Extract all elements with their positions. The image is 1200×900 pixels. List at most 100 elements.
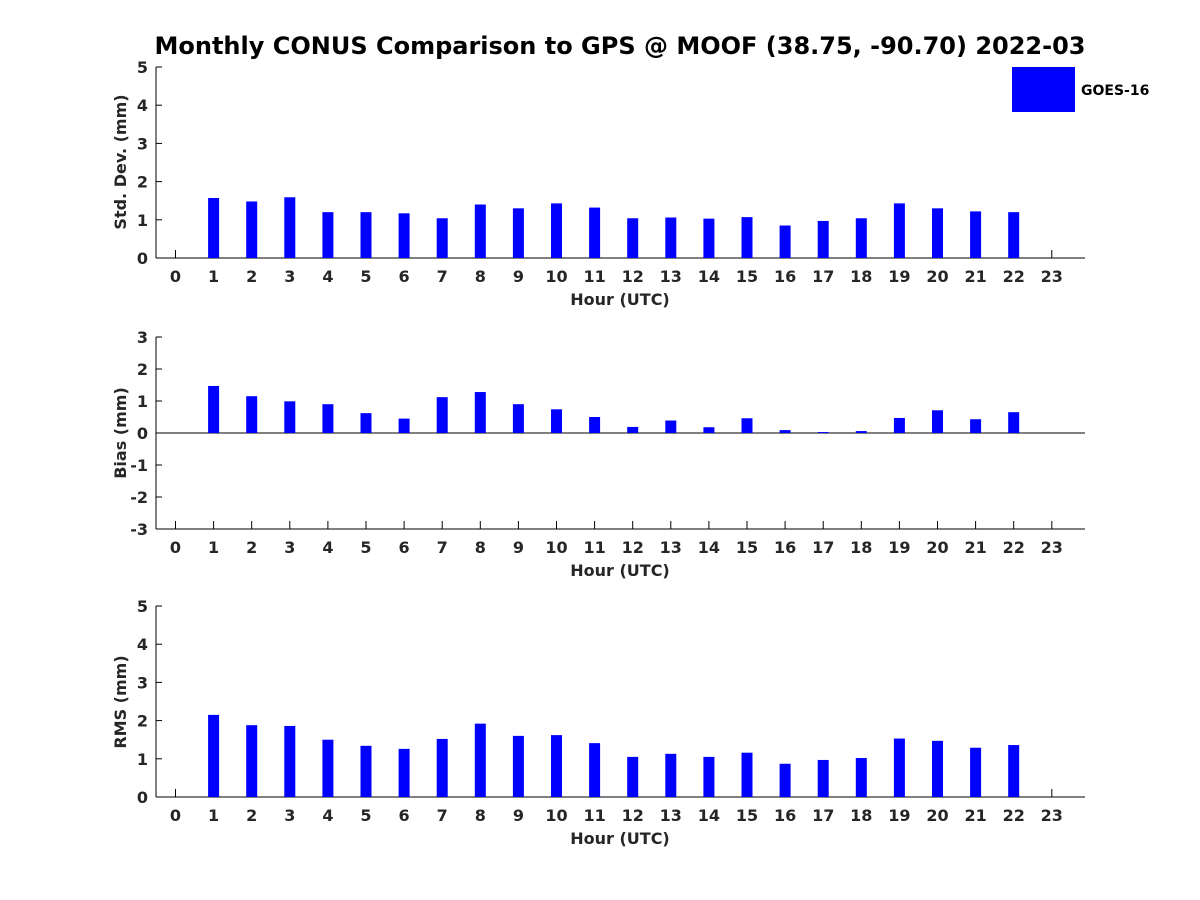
x-tick-label: 21 — [964, 806, 986, 825]
x-tick-label: 8 — [475, 267, 486, 286]
bar-hour-19 — [893, 417, 905, 433]
y-tick-label: -2 — [130, 488, 148, 507]
legend-swatch — [1012, 67, 1075, 112]
bar-hour-15 — [741, 217, 753, 258]
bar-hour-4 — [322, 212, 334, 258]
bar-hour-14 — [703, 427, 715, 433]
bar-hour-10 — [551, 203, 562, 258]
y-tick-label: 2 — [137, 173, 148, 192]
y-tick-label: 0 — [137, 249, 148, 268]
bar-hour-21 — [970, 211, 982, 258]
x-tick-label: 13 — [660, 538, 682, 557]
bar-hour-13 — [665, 753, 677, 797]
x-tick-label: 15 — [736, 267, 758, 286]
bar-hour-4 — [322, 739, 334, 797]
bar-hour-8 — [474, 392, 486, 433]
bar-hour-15 — [741, 418, 753, 433]
x-tick-label: 10 — [545, 538, 567, 557]
y-tick-label: 3 — [137, 673, 148, 692]
x-tick-label: 4 — [322, 267, 333, 286]
x-tick-label: 20 — [926, 267, 948, 286]
bar-hour-12 — [627, 426, 639, 433]
x-tick-label: 5 — [360, 806, 371, 825]
x-tick-label: 20 — [926, 538, 948, 557]
bar-hour-19 — [893, 738, 905, 797]
bar-hour-12 — [627, 756, 639, 797]
bar-hour-7 — [436, 397, 448, 433]
bar-hour-5 — [360, 745, 372, 797]
bar-hour-8 — [474, 723, 486, 797]
x-tick-label: 12 — [622, 267, 644, 286]
x-tick-label: 1 — [208, 538, 219, 557]
bar-hour-17 — [817, 220, 829, 258]
x-tick-label: 18 — [850, 267, 872, 286]
x-tick-label: 16 — [774, 267, 796, 286]
x-tick-label: 22 — [1003, 538, 1025, 557]
bar-hour-21 — [970, 747, 982, 797]
x-tick-label: 8 — [475, 806, 486, 825]
x-tick-label: 4 — [322, 806, 333, 825]
x-axis-label: Hour (UTC) — [570, 561, 670, 580]
bar-hour-7 — [436, 738, 448, 797]
x-tick-label: 16 — [774, 806, 796, 825]
bar-hour-6 — [398, 748, 410, 797]
x-tick-label: 23 — [1041, 267, 1063, 286]
y-tick-label: 1 — [137, 211, 148, 230]
bar-hour-17 — [817, 759, 829, 797]
bar-hour-8 — [474, 204, 486, 258]
x-tick-label: 19 — [888, 267, 910, 286]
x-tick-label: 5 — [360, 267, 371, 286]
bar-hour-6 — [398, 213, 410, 258]
bar-hour-16 — [779, 430, 791, 433]
x-tick-label: 14 — [698, 806, 720, 825]
x-tick-label: 1 — [208, 267, 219, 286]
x-tick-label: 19 — [888, 806, 910, 825]
x-tick-label: 14 — [698, 538, 720, 557]
x-tick-label: 7 — [437, 806, 448, 825]
y-axis-label: Bias (mm) — [111, 387, 130, 479]
y-axis-label: Std. Dev. (mm) — [111, 94, 130, 229]
x-tick-label: 15 — [736, 538, 758, 557]
bar-hour-11 — [589, 417, 601, 433]
x-tick-label: 6 — [399, 538, 410, 557]
x-tick-label: 12 — [622, 806, 644, 825]
x-tick-label: 17 — [812, 538, 834, 557]
bar-hour-3 — [284, 725, 296, 797]
x-tick-label: 16 — [774, 538, 796, 557]
bar-hour-2 — [246, 201, 258, 258]
x-tick-label: 13 — [660, 267, 682, 286]
bar-hour-1 — [208, 714, 220, 797]
legend-label: GOES-16 — [1081, 83, 1149, 99]
bar-hour-14 — [703, 218, 715, 258]
chart-title: Monthly CONUS Comparison to GPS @ MOOF (… — [155, 32, 1086, 60]
bar-hour-7 — [436, 218, 448, 258]
y-tick-label: 3 — [137, 134, 148, 153]
x-tick-label: 8 — [475, 538, 486, 557]
x-tick-label: 9 — [513, 267, 524, 286]
x-tick-label: 10 — [545, 806, 567, 825]
bar-hour-1 — [208, 198, 220, 258]
x-tick-label: 9 — [513, 538, 524, 557]
bar-hour-9 — [512, 404, 524, 433]
x-tick-label: 15 — [736, 806, 758, 825]
bar-hour-20 — [932, 208, 943, 258]
bar-hour-22 — [1008, 212, 1020, 258]
x-tick-label: 1 — [208, 806, 219, 825]
bar-hour-9 — [512, 208, 524, 258]
x-tick-label: 2 — [246, 267, 257, 286]
y-tick-label: 1 — [137, 750, 148, 769]
x-tick-label: 0 — [170, 806, 181, 825]
x-tick-label: 23 — [1041, 806, 1063, 825]
bar-hour-22 — [1008, 412, 1020, 433]
bar-hour-19 — [893, 203, 905, 258]
x-tick-label: 10 — [545, 267, 567, 286]
bar-hour-5 — [360, 413, 372, 433]
bar-hour-10 — [551, 409, 562, 433]
bar-hour-14 — [703, 756, 715, 797]
x-tick-label: 7 — [437, 267, 448, 286]
y-tick-label: 5 — [137, 58, 148, 77]
x-tick-label: 4 — [322, 538, 333, 557]
x-tick-label: 7 — [437, 538, 448, 557]
x-tick-label: 2 — [246, 806, 257, 825]
